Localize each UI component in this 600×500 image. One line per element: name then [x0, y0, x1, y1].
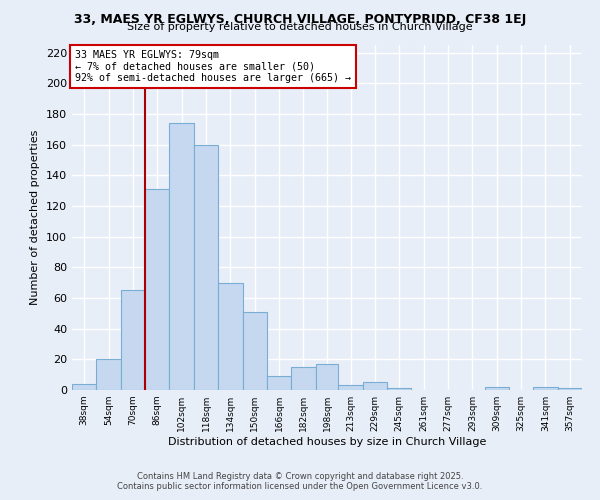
- Text: Contains HM Land Registry data © Crown copyright and database right 2025.
Contai: Contains HM Land Registry data © Crown c…: [118, 472, 482, 491]
- Bar: [97, 360, 121, 390]
- Bar: [169, 123, 194, 390]
- Bar: [291, 367, 316, 390]
- Bar: [218, 282, 242, 390]
- Bar: [316, 364, 338, 390]
- Bar: [338, 386, 363, 390]
- Y-axis label: Number of detached properties: Number of detached properties: [31, 130, 40, 305]
- Bar: [363, 382, 387, 390]
- Text: 33, MAES YR EGLWYS, CHURCH VILLAGE, PONTYPRIDD, CF38 1EJ: 33, MAES YR EGLWYS, CHURCH VILLAGE, PONT…: [74, 12, 526, 26]
- Bar: [533, 387, 557, 390]
- Bar: [72, 384, 97, 390]
- Bar: [145, 189, 169, 390]
- Bar: [485, 387, 509, 390]
- Bar: [387, 388, 412, 390]
- Bar: [267, 376, 291, 390]
- Text: 33 MAES YR EGLWYS: 79sqm
← 7% of detached houses are smaller (50)
92% of semi-de: 33 MAES YR EGLWYS: 79sqm ← 7% of detache…: [74, 50, 350, 84]
- Text: Size of property relative to detached houses in Church Village: Size of property relative to detached ho…: [127, 22, 473, 32]
- Bar: [194, 144, 218, 390]
- Bar: [242, 312, 267, 390]
- X-axis label: Distribution of detached houses by size in Church Village: Distribution of detached houses by size …: [168, 437, 486, 447]
- Bar: [121, 290, 145, 390]
- Bar: [557, 388, 582, 390]
